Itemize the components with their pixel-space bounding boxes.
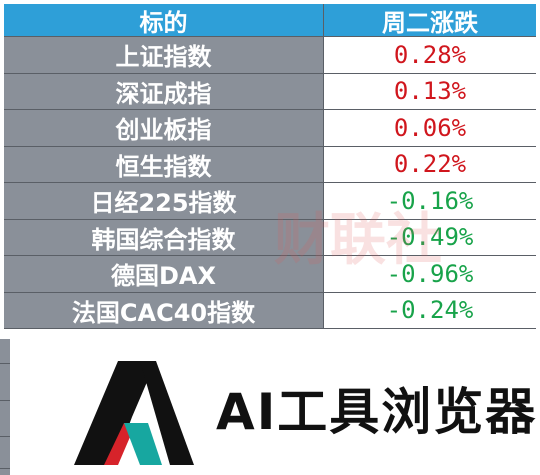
table-row: 法国CAC40指数 -0.24% bbox=[4, 292, 536, 329]
ai-browser-banner: AI工具浏览器 bbox=[10, 339, 540, 475]
index-name: 上证指数 bbox=[4, 37, 324, 73]
index-change: -0.96% bbox=[324, 256, 536, 292]
table-header: 标的 周二涨跌 bbox=[4, 4, 536, 37]
table-row: 日经225指数 -0.16% bbox=[4, 183, 536, 220]
index-change: 0.06% bbox=[324, 110, 536, 146]
index-name: 德国DAX bbox=[4, 256, 324, 292]
ai-logo-icon bbox=[74, 361, 194, 465]
market-table: 标的 周二涨跌 上证指数 0.28% 深证成指 0.13% 创业板指 0.06%… bbox=[4, 4, 536, 329]
table-row: 创业板指 0.06% bbox=[4, 110, 536, 147]
table-row: 上证指数 0.28% bbox=[4, 37, 536, 74]
index-change: 0.22% bbox=[324, 146, 536, 182]
index-name: 法国CAC40指数 bbox=[4, 292, 324, 328]
header-tuesday-change: 周二涨跌 bbox=[382, 8, 478, 37]
index-name: 日经225指数 bbox=[4, 183, 324, 219]
table-edge bbox=[0, 339, 10, 475]
table-row: 恒生指数 0.22% bbox=[4, 146, 536, 183]
index-change: 0.13% bbox=[324, 73, 536, 109]
index-name: 恒生指数 bbox=[4, 146, 324, 182]
header-target: 标的 bbox=[4, 4, 324, 37]
table-row: 德国DAX -0.96% bbox=[4, 256, 536, 293]
table-row: 深证成指 0.13% bbox=[4, 73, 536, 110]
table-row: 韩国综合指数 -0.49% bbox=[4, 219, 536, 256]
index-change: -0.16% bbox=[324, 183, 536, 219]
index-name: 韩国综合指数 bbox=[4, 219, 324, 255]
index-change: -0.24% bbox=[324, 292, 536, 328]
index-name: 创业板指 bbox=[4, 110, 324, 146]
banner-text: AI工具浏览器 bbox=[216, 383, 538, 441]
index-name: 深证成指 bbox=[4, 73, 324, 109]
index-change: 0.28% bbox=[324, 37, 536, 73]
index-change: -0.49% bbox=[324, 219, 536, 255]
